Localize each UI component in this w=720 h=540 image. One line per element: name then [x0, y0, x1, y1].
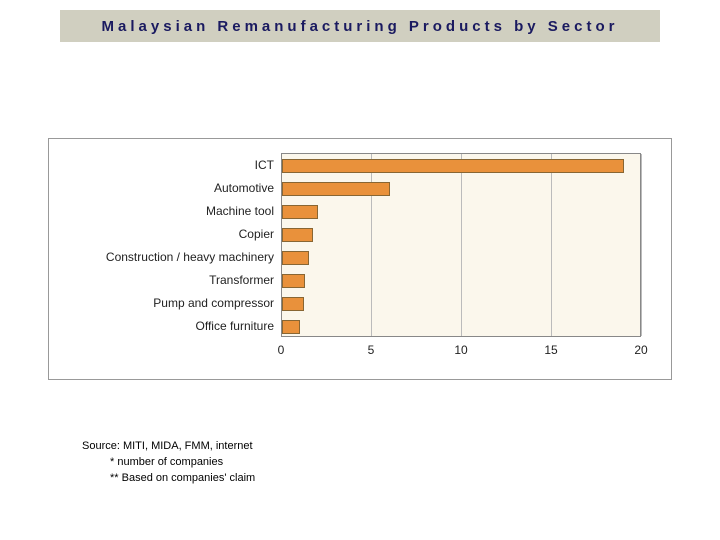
x-axis-labels: 05101520	[281, 343, 641, 363]
y-label: Construction / heavy machinery	[49, 250, 274, 264]
y-label: ICT	[49, 158, 274, 172]
gridline	[551, 154, 552, 336]
bar	[282, 228, 313, 242]
bar	[282, 251, 309, 265]
y-label: Transformer	[49, 273, 274, 287]
gridline	[641, 154, 642, 336]
y-label: Office furniture	[49, 319, 274, 333]
page-title: Malaysian Remanufacturing Products by Se…	[102, 18, 619, 35]
footnote-note2: ** Based on companies' claim	[82, 470, 255, 486]
x-label: 10	[454, 343, 467, 357]
footnote-note1: * number of companies	[82, 454, 255, 470]
x-label: 5	[368, 343, 375, 357]
bar	[282, 320, 300, 334]
footnote-source: Source: MITI, MIDA, FMM, internet	[82, 438, 255, 454]
bar	[282, 182, 390, 196]
y-axis-labels: ICT Automotive Machine tool Copier Construct…	[49, 153, 274, 337]
footnotes: Source: MITI, MIDA, FMM, internet * numb…	[82, 438, 255, 486]
chart-container: ICT Automotive Machine tool Copier Construct…	[48, 138, 672, 380]
x-label: 0	[278, 343, 285, 357]
bar	[282, 205, 318, 219]
plot-area	[281, 153, 641, 337]
y-label: Pump and compressor	[49, 296, 274, 310]
bar	[282, 274, 305, 288]
y-label: Copier	[49, 227, 274, 241]
title-bar: Malaysian Remanufacturing Products by Se…	[60, 10, 660, 42]
y-label: Automotive	[49, 181, 274, 195]
x-label: 20	[634, 343, 647, 357]
x-label: 15	[544, 343, 557, 357]
bar	[282, 159, 624, 173]
gridline	[461, 154, 462, 336]
bar	[282, 297, 304, 311]
y-label: Machine tool	[49, 204, 274, 218]
